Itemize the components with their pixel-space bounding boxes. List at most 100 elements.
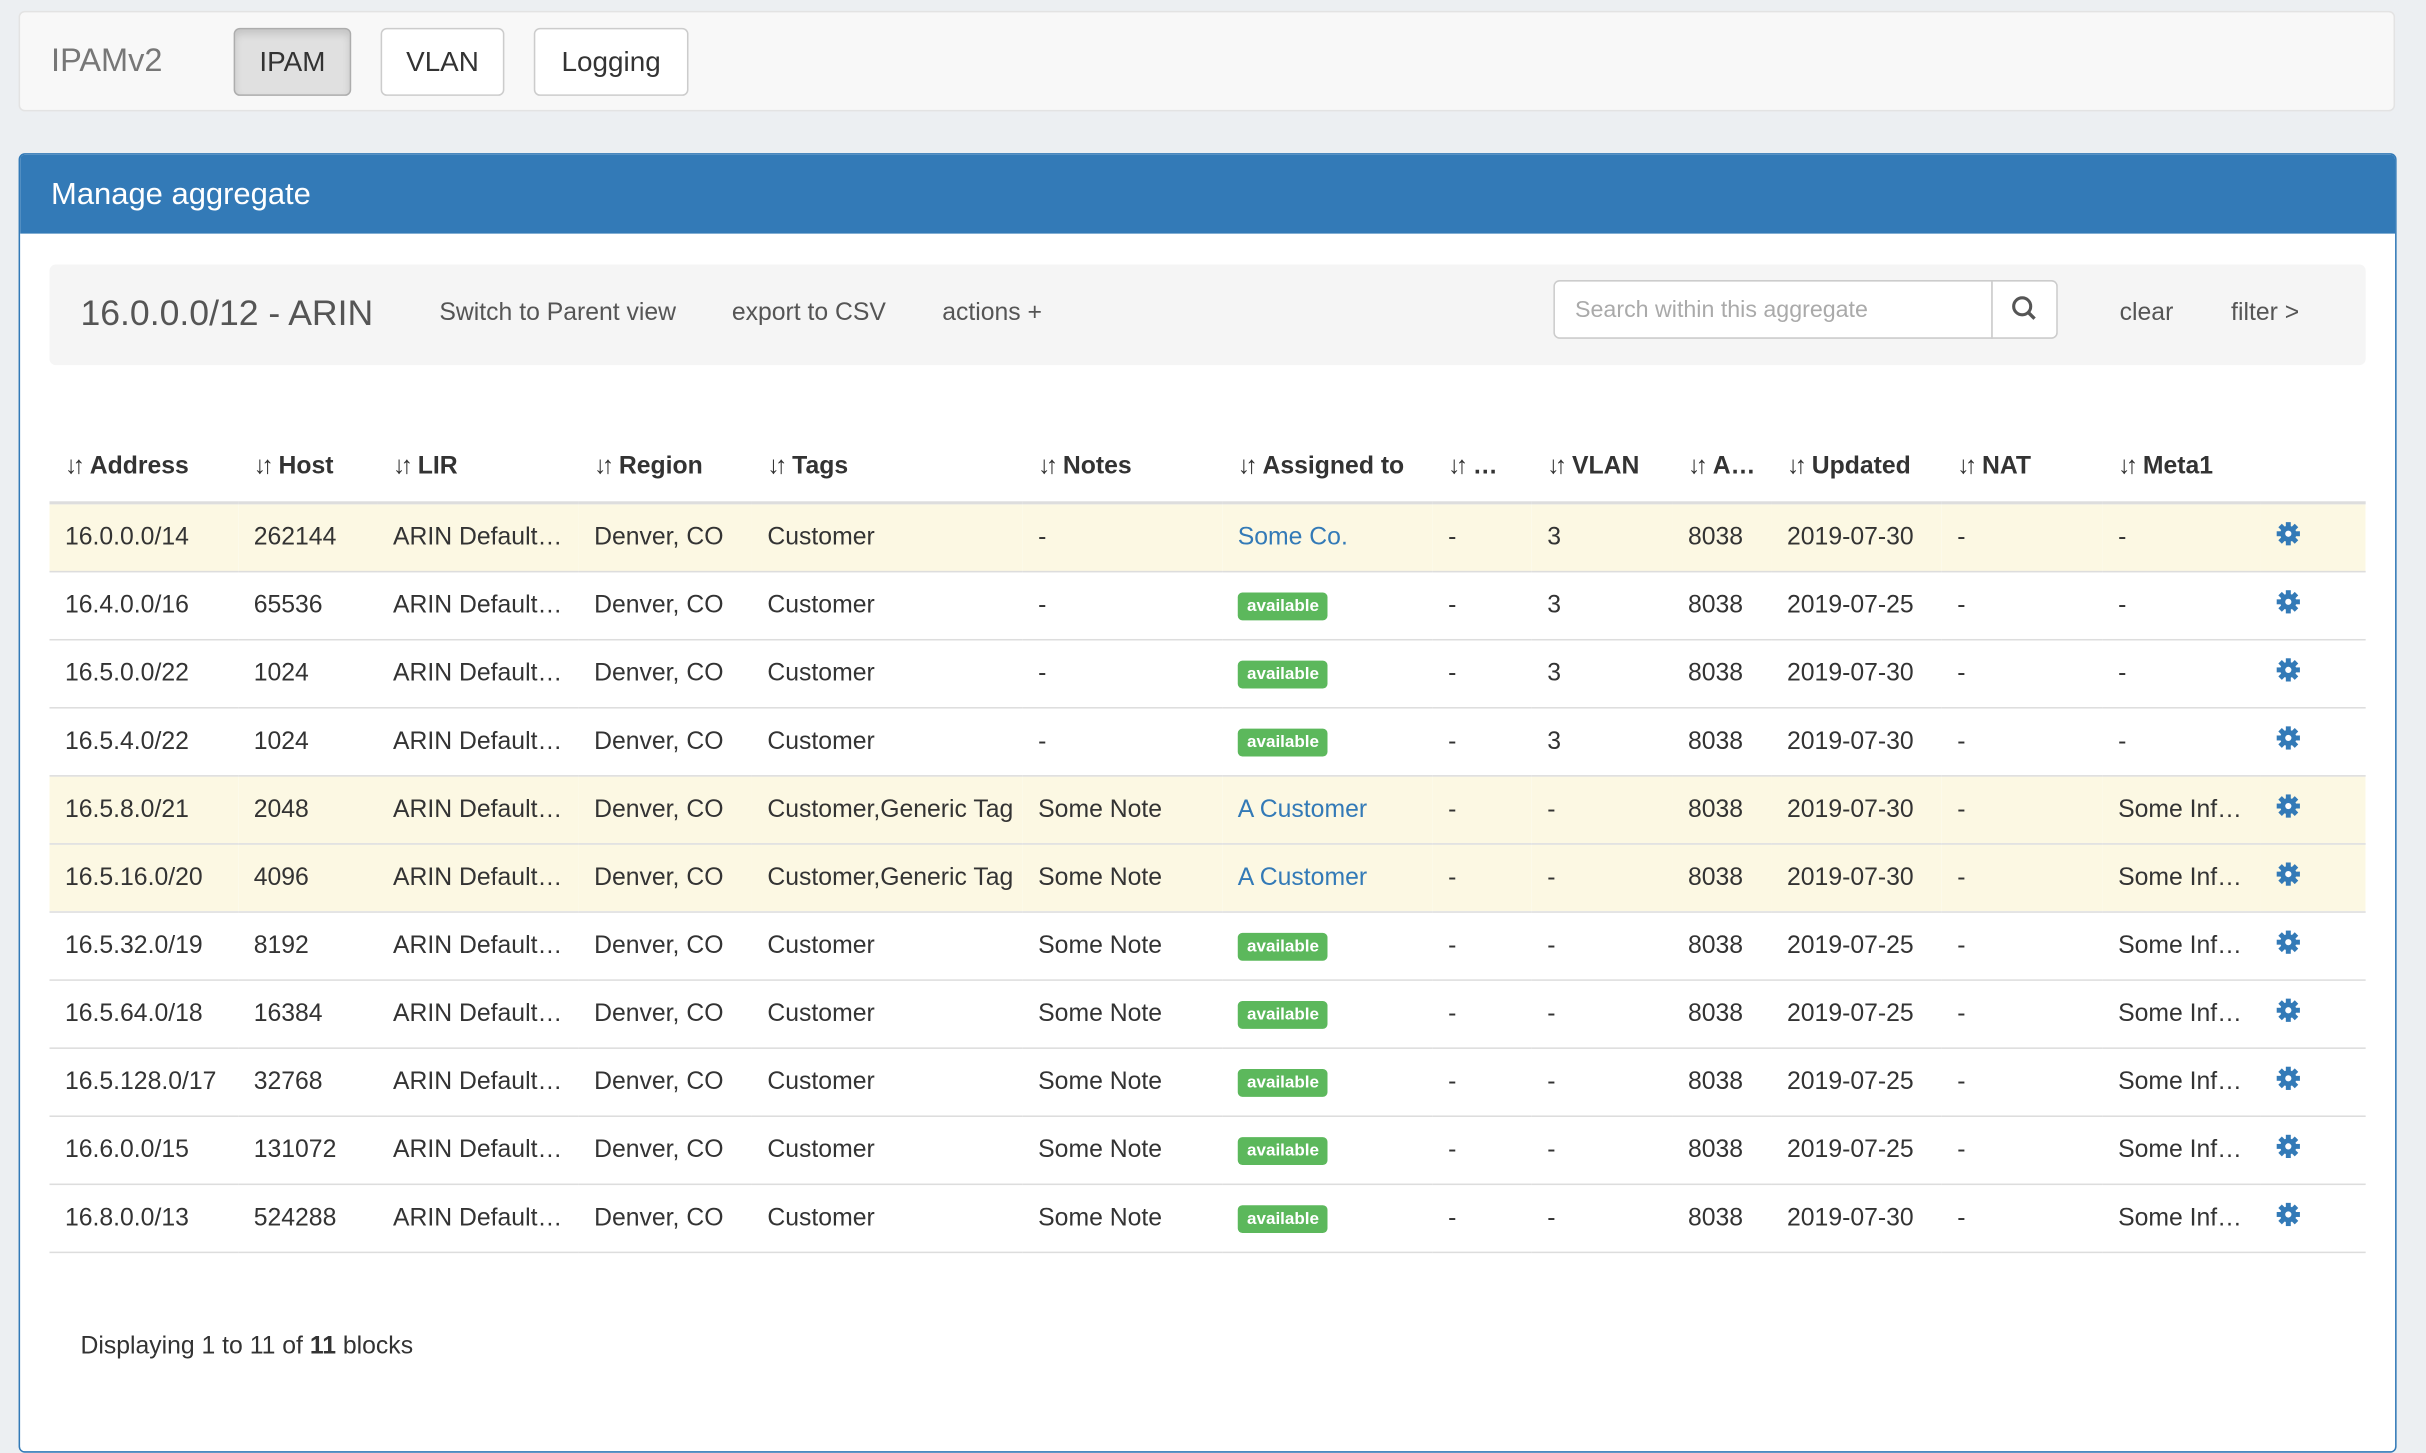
actions-cell [2260, 572, 2365, 640]
table-cell: 32768 [238, 1048, 377, 1116]
column-header[interactable]: ↓↑Address [50, 433, 239, 503]
gear-icon[interactable] [2276, 521, 2301, 546]
sort-icon: ↓↑ [2118, 453, 2133, 479]
gear-icon[interactable] [2276, 862, 2301, 887]
table-cell: 8038 [1673, 1184, 1772, 1252]
column-header[interactable]: ↓↑A… [1673, 433, 1772, 503]
table-cell: Customer [752, 912, 1023, 980]
column-header[interactable]: ↓↑Notes [1023, 433, 1223, 503]
pagination-info: Displaying 1 to 11 of 11 blocks [80, 1334, 413, 1362]
link[interactable]: export to CSV [732, 300, 886, 328]
gear-icon[interactable] [2276, 930, 2301, 955]
gear-icon[interactable] [2276, 589, 2301, 614]
table-cell: 8038 [1673, 776, 1772, 844]
link[interactable]: Switch to Parent view [439, 300, 676, 328]
assigned-link[interactable]: Some Co. [1238, 524, 1348, 550]
table-cell: 2019-07-30 [1772, 844, 1942, 912]
tab[interactable]: IPAM [234, 28, 352, 96]
cell-text: 2019-07-30 [1787, 796, 1914, 822]
table-cell: 8038 [1673, 980, 1772, 1048]
column-header[interactable]: ↓↑Tags [752, 433, 1023, 503]
cell-text: 2019-07-25 [1787, 1000, 1914, 1026]
table-cell: Customer [752, 572, 1023, 640]
clear-button[interactable]: clear [2120, 300, 2174, 328]
status-badge: available [1238, 933, 1328, 961]
search-button[interactable] [1991, 280, 2058, 339]
brand[interactable]: IPAMv2 [51, 43, 162, 80]
table-cell: Denver, CO [579, 1116, 752, 1184]
column-header[interactable]: ↓↑Host [238, 433, 377, 503]
column-header[interactable]: ↓↑ Meta1 [2103, 433, 2261, 503]
table-cell: Denver, CO [579, 844, 752, 912]
column-header[interactable]: ↓↑… [1433, 433, 1532, 503]
cell-text: - [1547, 1068, 1555, 1094]
cell-text: ARIN Default… [393, 932, 562, 958]
table-cell: - [1532, 776, 1673, 844]
cell-text: Denver, CO [594, 1204, 723, 1230]
table-cell: Some Note [1023, 912, 1223, 980]
table-cell: 2019-07-25 [1772, 1048, 1942, 1116]
table-cell: Denver, CO [579, 980, 752, 1048]
table-cell: 8192 [238, 912, 377, 980]
cell-text: Some Note [1038, 932, 1162, 958]
table-cell: 2019-07-25 [1772, 1116, 1942, 1184]
column-header[interactable]: ↓↑LIR [378, 433, 579, 503]
table-cell: - [1942, 912, 2103, 980]
cell-text: Customer [767, 1068, 874, 1094]
cell-text: Some Inf… [2118, 1204, 2242, 1230]
table-cell: Denver, CO [579, 640, 752, 708]
cell-text: 16.5.64.0/18 [65, 1000, 203, 1026]
header-label: Meta1 [2143, 453, 2213, 479]
cell-text: - [1448, 864, 1456, 890]
column-header[interactable]: ↓↑VLAN [1532, 433, 1673, 503]
cell-text: 8038 [1688, 1204, 1743, 1230]
cell-text: ARIN Default… [393, 1204, 562, 1230]
cell-text: - [1547, 932, 1555, 958]
column-header[interactable]: ↓↑NAT [1942, 433, 2103, 503]
gear-icon[interactable] [2276, 1066, 2301, 1091]
actions-cell [2260, 1116, 2365, 1184]
assigned-link[interactable]: A Customer [1238, 864, 1367, 890]
tab[interactable]: VLAN [381, 28, 505, 96]
cell-text: - [1448, 728, 1456, 754]
cell-text: 2019-07-30 [1787, 728, 1914, 754]
cell-text: 8038 [1688, 524, 1743, 550]
gear-icon[interactable] [2276, 1202, 2301, 1227]
cell-text: 524288 [254, 1204, 337, 1230]
filter-button[interactable]: filter > [2231, 300, 2299, 328]
cell-text: ARIN Default… [393, 796, 562, 822]
gear-icon[interactable] [2276, 658, 2301, 683]
table-cell: - [1433, 572, 1532, 640]
cell-text: 4096 [254, 864, 309, 890]
column-header[interactable]: ↓↑Updated [1772, 433, 1942, 503]
table-cell: - [1433, 1184, 1532, 1252]
cell-text: 16.8.0.0/13 [65, 1204, 189, 1230]
search-input[interactable]: Search within this aggregate [1553, 280, 1992, 339]
gear-icon[interactable] [2276, 794, 2301, 819]
header-label: Address [90, 453, 189, 479]
table-row: 16.8.0.0/13 524288 ARIN Default… Denver, CO… [50, 1184, 2366, 1252]
cell-text: 16.6.0.0/15 [65, 1136, 189, 1162]
table-cell: Some Inf… [2103, 1116, 2261, 1184]
column-header[interactable]: ↓↑Assigned to [1222, 433, 1432, 503]
table-cell: - [1942, 708, 2103, 776]
tab[interactable]: Logging [534, 28, 689, 96]
table-cell: Customer [752, 640, 1023, 708]
cell-text: - [1448, 660, 1456, 686]
column-header[interactable]: ↓↑Region [579, 433, 752, 503]
cell-text: Some Note [1038, 796, 1162, 822]
gear-icon[interactable] [2276, 998, 2301, 1023]
cell-text: - [1957, 864, 1965, 890]
link[interactable]: actions + [942, 300, 1042, 328]
table-cell: 524288 [238, 1184, 377, 1252]
sort-icon: ↓↑ [1238, 453, 1253, 479]
assigned-link[interactable]: A Customer [1238, 796, 1367, 822]
table-cell: Customer,Generic Tag [752, 844, 1023, 912]
table-row: 16.5.128.0/1732768ARIN Default…Denver, C… [50, 1048, 2366, 1116]
cell-text: 2019-07-25 [1787, 1136, 1914, 1162]
table-cell: - [1532, 1116, 1673, 1184]
gear-icon[interactable] [2276, 726, 2301, 751]
gear-icon[interactable] [2276, 1134, 2301, 1159]
table-cell: A Customer [1222, 776, 1432, 844]
